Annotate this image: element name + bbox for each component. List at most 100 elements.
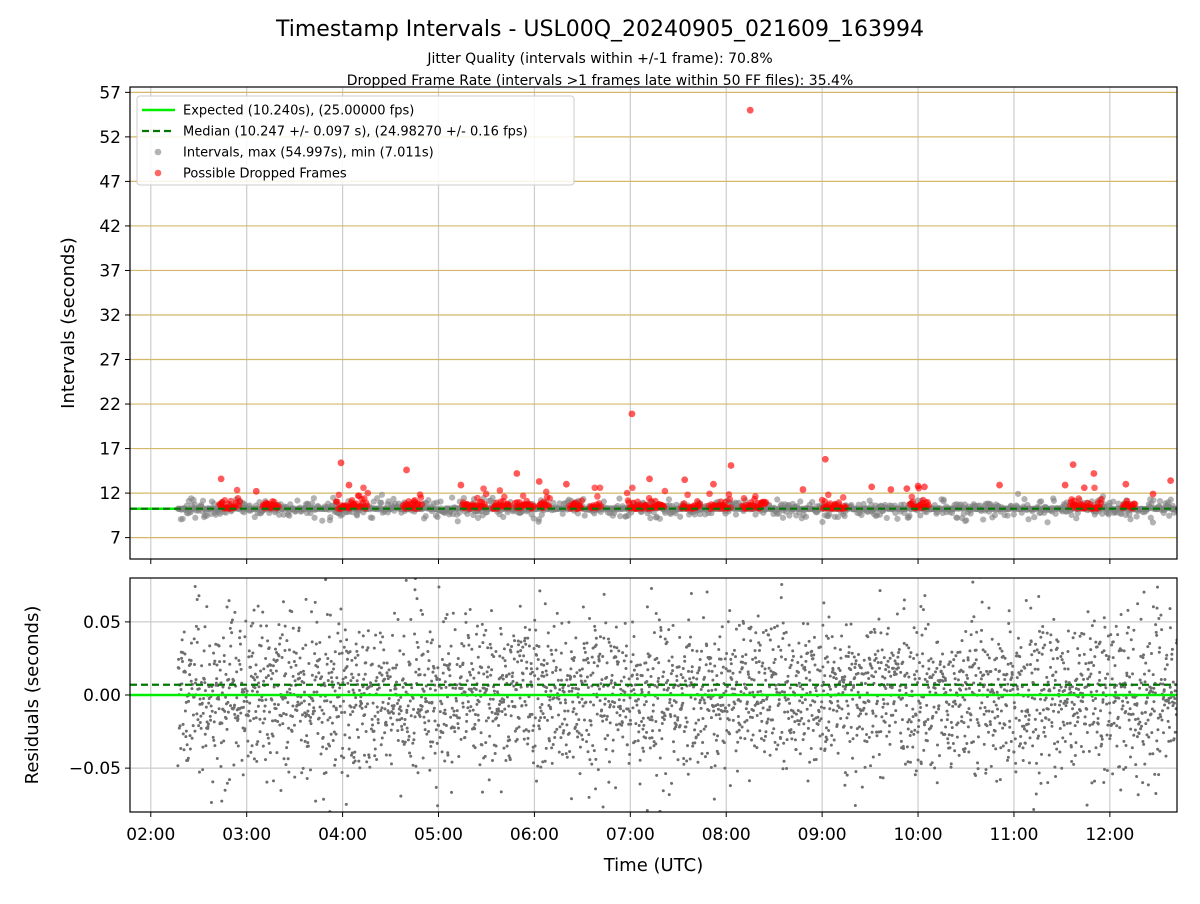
residual-point <box>887 627 890 630</box>
residual-point <box>892 654 895 657</box>
residual-point <box>937 704 940 707</box>
dropped-frame-point <box>497 487 504 494</box>
residual-point <box>181 660 184 663</box>
residual-point <box>791 659 794 662</box>
dropped-frame-point <box>681 476 688 483</box>
residual-point <box>829 688 832 691</box>
residual-point <box>477 719 480 722</box>
dropped-frame-point <box>365 490 372 497</box>
residual-point <box>600 708 603 711</box>
residual-point <box>257 705 260 708</box>
interval-point <box>894 516 900 522</box>
residual-point <box>190 680 193 683</box>
residual-point <box>680 673 683 676</box>
residual-point <box>551 716 554 719</box>
residual-point <box>610 650 613 653</box>
residual-point <box>490 609 493 612</box>
residual-point <box>339 607 342 610</box>
residual-point <box>435 786 438 789</box>
residual-point <box>865 740 868 743</box>
residual-point <box>825 726 828 729</box>
residual-point <box>880 661 883 664</box>
residual-point <box>572 756 575 759</box>
residual-point <box>1050 703 1053 706</box>
residual-point <box>917 725 920 728</box>
residual-point <box>484 629 487 632</box>
residual-point <box>584 701 587 704</box>
residual-point <box>834 673 837 676</box>
residual-point <box>526 742 529 745</box>
residual-point <box>729 658 732 661</box>
residual-point <box>670 672 673 675</box>
residual-point <box>876 650 879 653</box>
residual-point <box>354 656 357 659</box>
residual-point <box>657 677 660 680</box>
residual-point <box>798 682 801 685</box>
dropped-frame-point <box>629 484 636 491</box>
residual-point <box>864 701 867 704</box>
residual-point <box>1049 641 1052 644</box>
dropped-frame-point <box>236 498 243 505</box>
residual-point <box>226 605 229 608</box>
residual-point <box>774 741 777 744</box>
dropped-frame-point <box>887 486 894 493</box>
residual-point <box>853 666 856 669</box>
residual-point <box>700 650 703 653</box>
residual-point <box>269 664 272 667</box>
residual-point <box>435 677 438 680</box>
residual-point <box>716 734 719 737</box>
residual-point <box>333 764 336 767</box>
residual-point <box>441 731 444 734</box>
residual-point <box>544 690 547 693</box>
residual-point <box>508 738 511 741</box>
residual-point <box>259 730 262 733</box>
residual-point <box>205 605 208 608</box>
residual-point <box>1041 625 1044 628</box>
residual-point <box>1015 652 1018 655</box>
residual-point <box>701 696 704 699</box>
interval-point <box>803 514 809 520</box>
residual-point <box>551 671 554 674</box>
residual-point <box>1036 648 1039 651</box>
residual-point <box>1058 689 1061 692</box>
residual-point <box>343 711 346 714</box>
residual-point <box>1016 676 1019 679</box>
residual-point <box>725 667 728 670</box>
dropped-frame-point <box>752 493 759 500</box>
residual-point <box>567 684 570 687</box>
residual-point <box>672 624 675 627</box>
residual-point <box>389 717 392 720</box>
residual-point <box>960 715 963 718</box>
residual-point <box>1028 714 1031 717</box>
residual-point <box>832 709 835 712</box>
residual-point <box>959 703 962 706</box>
residual-point <box>1026 710 1029 713</box>
residual-point <box>298 677 301 680</box>
residual-point <box>1060 708 1063 711</box>
residual-point <box>302 767 305 770</box>
residual-point <box>1042 688 1045 691</box>
residual-point <box>958 754 961 757</box>
residual-point <box>968 649 971 652</box>
residual-point <box>479 690 482 693</box>
residual-point <box>915 769 918 772</box>
residual-point <box>826 661 829 664</box>
residual-point <box>875 657 878 660</box>
dropped-frame-point <box>624 490 631 497</box>
residual-point <box>807 780 810 783</box>
residual-point <box>760 737 763 740</box>
residual-point <box>606 661 609 664</box>
residual-point <box>998 669 1001 672</box>
residual-point <box>310 722 313 725</box>
residual-point <box>1039 636 1042 639</box>
residual-point <box>354 696 357 699</box>
residual-point <box>1033 650 1036 653</box>
residual-point <box>247 714 250 717</box>
residual-point <box>491 759 494 762</box>
residual-point <box>1062 721 1065 724</box>
dropped-frame-point <box>726 496 733 503</box>
residual-point <box>884 721 887 724</box>
interval-point <box>1038 498 1044 504</box>
residual-point <box>364 705 367 708</box>
residual-point <box>516 738 519 741</box>
